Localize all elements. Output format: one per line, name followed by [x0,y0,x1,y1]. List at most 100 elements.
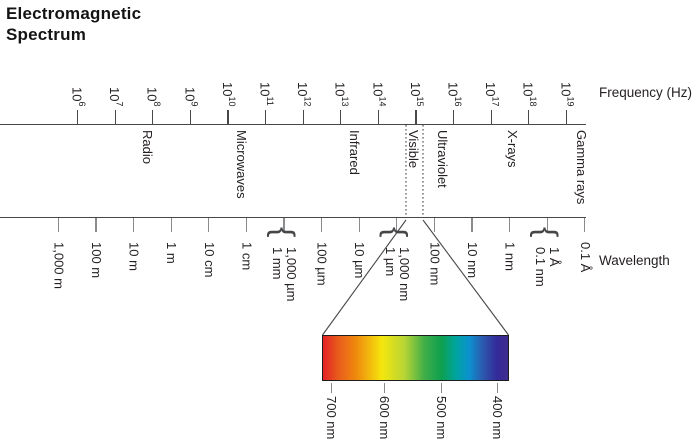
frequency-exponent: 16 [452,95,463,106]
wavelength-tick [133,218,135,232]
diagram-title-line2: Spectrum [6,25,87,44]
spectrum-bar-tick [383,383,385,393]
frequency-tick-label: 1012 [295,81,313,106]
frequency-tick [77,110,79,125]
frequency-exponent: 14 [377,95,388,106]
wavelength-tick [57,218,60,232]
visible-spectrum-bar [322,335,509,381]
frequency-axis-line [0,124,586,126]
frequency-tick-label: 108 [144,86,162,106]
frequency-tick-label: 107 [107,86,125,106]
wavelength-tick-label: 1 Å [547,247,563,267]
wavelength-tick-label: 0.1 Å [577,242,593,273]
frequency-tick [340,110,342,125]
frequency-tick-label: 109 [182,86,200,106]
spectrum-bar-tick-label: 400 nm [490,396,506,440]
frequency-exponent: 13 [340,95,350,106]
wavelength-tick-label: 100 nm [427,242,443,286]
frequency-tick-label: 1015 [407,81,426,106]
diagram-title-line1: Electromagnetic [6,4,142,23]
frequency-exponent: 10 [227,95,238,106]
wavelength-tick [433,218,436,232]
wavelength-tick-label: 10 nm [465,242,481,279]
wavelength-tick-label: 0.1 nm [533,247,549,287]
frequency-tick-label: 1019 [558,81,576,106]
wavelength-tick [546,218,548,232]
wavelength-tick [245,218,248,232]
spectrum-bar-tick-label: 600 nm [377,396,393,440]
wavelength-tick [208,218,210,232]
brace-icon: { [379,227,415,238]
wavelength-tick [509,218,511,232]
wavelength-tick [396,218,398,232]
frequency-exponent: 7 [114,100,125,106]
wavelength-tick-label: 1 nm [502,242,518,271]
frequency-tick [227,110,229,125]
wavelength-tick [95,218,97,232]
frequency-exponent: 9 [189,100,200,106]
brace-icon: { [529,227,565,238]
frequency-tick-label: 1018 [520,81,538,106]
wavelength-tick-label: 1,000 nm [396,247,412,302]
wavelength-tick [358,218,360,232]
frequency-tick-label: 1017 [483,81,501,106]
frequency-tick [302,110,304,125]
frequency-exponent: 8 [152,100,162,106]
wavelength-tick-label: 10 cm [201,242,217,278]
frequency-tick [189,110,192,125]
frequency-tick-label: 1011 [257,82,275,106]
wavelength-tick [321,218,323,232]
spectrum-bar-tick [330,383,332,393]
frequency-tick-label: 106 [69,86,87,106]
spectrum-bar-tick [440,383,442,393]
frequency-tick-label: 1016 [445,81,463,106]
wavelength-tick-label: 1 m [164,242,180,264]
wavelength-tick-label: 1 cm [239,242,255,271]
band-label-x-rays: X-rays [505,130,521,168]
wavelength-tick [471,218,473,232]
wavelength-tick [283,218,285,232]
spectrum-bar-tick-label: 500 nm [434,396,450,440]
frequency-exponent: 6 [76,100,87,106]
wavelength-tick-label: 100 µm [314,242,330,286]
frequency-tick [415,110,417,125]
frequency-tick [377,110,380,125]
frequency-tick [265,110,267,125]
frequency-tick [114,110,116,125]
frequency-exponent: 15 [415,95,426,106]
frequency-exponent: 17 [490,95,501,106]
wavelength-tick [584,218,586,232]
frequency-tick [565,110,568,125]
frequency-tick [490,110,492,125]
wavelength-tick-label: 1,000 µm [284,247,300,302]
band-label-microwaves: Microwaves [234,130,250,199]
wavelength-tick-label: 10 µm [352,242,368,279]
wavelength-axis-title: Wavelength [599,253,670,268]
spectrum-bar-tick [496,383,498,393]
wavelength-tick-label: 1 µm [382,247,398,277]
brace-icon: { [266,227,302,238]
spectrum-bar-tick-label: 700 nm [324,396,340,440]
wavelength-axis-line [0,217,586,219]
frequency-exponent: 18 [528,95,538,106]
wavelength-tick-label: 100 m [89,242,105,279]
frequency-tick [152,110,154,125]
frequency-tick-label: 1014 [370,81,388,106]
wavelength-tick-label: 1 mm [270,247,286,280]
diagram-title: Electromagnetic Spectrum [6,3,141,45]
frequency-axis-title: Frequency (Hz) [599,85,693,100]
frequency-tick-label: 1010 [219,81,238,106]
wavelength-tick-label: 10 m [126,242,142,271]
frequency-tick-label: 1013 [332,81,350,106]
frequency-exponent: 12 [302,95,313,106]
band-label-radio: Radio [140,130,156,164]
frequency-exponent: 11 [264,96,275,106]
frequency-tick [528,110,530,125]
wavelength-tick-label: 1,000 m [51,242,67,289]
frequency-exponent: 19 [565,95,576,106]
frequency-tick [453,110,455,125]
band-label-ultraviolet: Ultraviolet [435,130,451,188]
wavelength-tick [170,218,172,232]
band-label-infrared: Infrared [347,130,363,175]
